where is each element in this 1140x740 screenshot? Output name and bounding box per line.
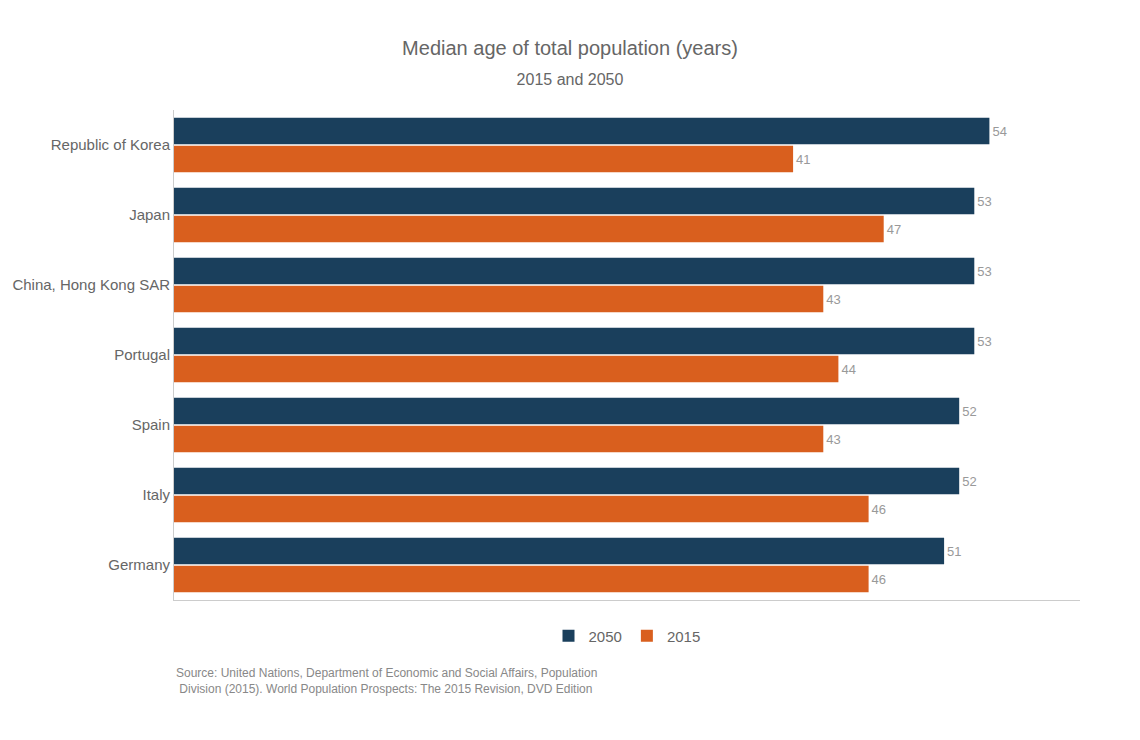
svg-text:Portugal: Portugal bbox=[114, 346, 170, 363]
svg-text:53: 53 bbox=[977, 264, 991, 279]
svg-text:2050: 2050 bbox=[589, 628, 622, 645]
svg-text:2015: 2015 bbox=[667, 628, 700, 645]
svg-text:Germany: Germany bbox=[108, 556, 170, 573]
svg-text:China, Hong Kong SAR: China, Hong Kong SAR bbox=[12, 276, 170, 293]
svg-text:Italy: Italy bbox=[142, 486, 170, 503]
svg-text:54: 54 bbox=[992, 124, 1006, 139]
svg-text:Source: United Nations, Depart: Source: United Nations, Department of Ec… bbox=[176, 666, 597, 696]
svg-text:53: 53 bbox=[977, 334, 991, 349]
svg-text:43: 43 bbox=[826, 432, 840, 447]
svg-text:52: 52 bbox=[962, 474, 976, 489]
svg-text:44: 44 bbox=[841, 362, 855, 377]
svg-text:46: 46 bbox=[872, 502, 886, 517]
svg-text:46: 46 bbox=[872, 572, 886, 587]
svg-text:47: 47 bbox=[887, 222, 901, 237]
svg-text:Japan: Japan bbox=[129, 206, 170, 223]
svg-text:41: 41 bbox=[796, 152, 810, 167]
svg-text:2015 and 2050: 2015 and 2050 bbox=[517, 71, 624, 88]
svg-text:43: 43 bbox=[826, 292, 840, 307]
svg-text:52: 52 bbox=[962, 404, 976, 419]
svg-text:Spain: Spain bbox=[132, 416, 170, 433]
svg-text:51: 51 bbox=[947, 544, 961, 559]
svg-text:Republic of Korea: Republic of Korea bbox=[51, 136, 171, 153]
svg-text:Median age of total population: Median age of total population (years) bbox=[402, 37, 738, 59]
svg-text:53: 53 bbox=[977, 194, 991, 209]
